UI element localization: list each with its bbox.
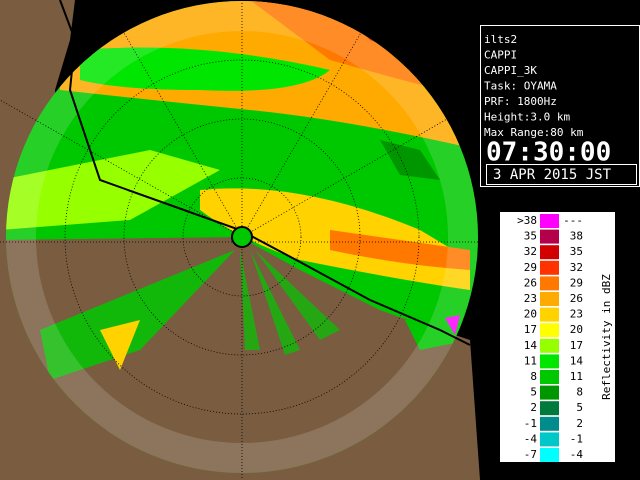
info-line: ilts2 [484, 33, 517, 46]
legend-swatch [540, 323, 559, 338]
legend-rows: >38 --- 35 38 32 35 29 32 26 29 23 26 20 23 17 20 14 17 11… [517, 214, 583, 462]
legend-high: 23 [570, 308, 583, 321]
date-box [486, 164, 637, 185]
legend-low: 29 [524, 261, 537, 274]
legend-high: 32 [570, 261, 583, 274]
time: 07:30:00 [486, 138, 611, 168]
legend-low: >38 [517, 214, 537, 227]
legend-swatch [540, 292, 559, 306]
legend-swatch [540, 416, 559, 431]
legend-high: 14 [570, 354, 584, 367]
info-lines: ilts2 CAPPI CAPPI_3K Task: OYAMA PRF: 1800Hz… [484, 33, 584, 139]
legend-high: 35 [570, 245, 583, 258]
legend-swatch [540, 229, 559, 244]
legend-title: Reflectivity in dBZ [600, 274, 613, 400]
legend-swatch [540, 214, 559, 228]
coastline [59, 0, 471, 346]
legend-high: 17 [570, 339, 583, 352]
legend-swatch [540, 448, 559, 462]
info-line: CAPPI [484, 49, 517, 62]
legend-high: 26 [570, 292, 583, 305]
date: 3 APR 2015 JST [493, 167, 612, 183]
legend-swatch [540, 338, 559, 353]
info-line: Task: OYAMA [484, 80, 557, 93]
legend-low: 8 [530, 370, 537, 383]
legend-low: 32 [524, 245, 537, 258]
legend-high: 8 [576, 386, 583, 399]
legend-low: 5 [530, 386, 537, 399]
info-line: CAPPI_3K [484, 64, 537, 77]
legend-swatch [540, 245, 559, 260]
legend-low: 14 [524, 339, 538, 352]
legend-low: -1 [524, 417, 537, 430]
legend-swatch [540, 370, 559, 384]
legend-high: -1 [570, 432, 583, 445]
legend-low: 35 [524, 230, 537, 243]
legend-low: 23 [524, 292, 537, 305]
legend-swatch [540, 276, 559, 291]
legend-high: 20 [570, 323, 583, 336]
legend-high: 2 [576, 417, 583, 430]
legend-high: -4 [570, 448, 584, 461]
info-line: Height:3.0 km [484, 111, 570, 124]
legend-low: 26 [524, 276, 537, 289]
legend-low: 17 [524, 323, 537, 336]
radar-site [231, 226, 253, 248]
legend-low: 2 [530, 401, 537, 414]
legend-high: 11 [570, 370, 583, 383]
legend-low: 20 [524, 308, 537, 321]
legend-swatch [540, 307, 559, 322]
legend-swatch [540, 354, 559, 369]
legend-swatch [540, 401, 559, 416]
legend-low: 11 [524, 354, 537, 367]
legend-high: 5 [576, 401, 583, 414]
info-panel [480, 25, 640, 187]
legend-high: --- [563, 214, 583, 227]
legend-low: -4 [524, 432, 538, 445]
info-line: PRF: 1800Hz [484, 95, 557, 108]
legend-swatch [540, 385, 559, 400]
info-line: Max Range:80 km [484, 126, 584, 139]
legend-swatch [540, 432, 559, 447]
legend-swatch [540, 260, 559, 275]
legend-high: 38 [570, 230, 583, 243]
legend-high: 29 [570, 276, 583, 289]
legend-low: -7 [524, 448, 537, 461]
